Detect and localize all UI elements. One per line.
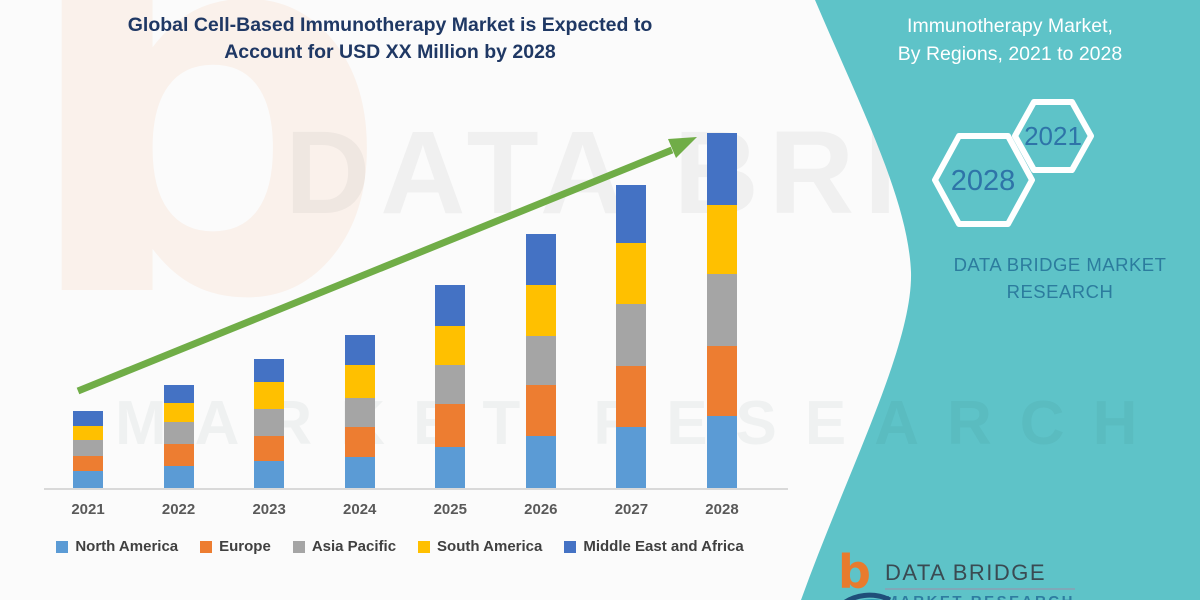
bar-segment-south-america xyxy=(254,382,285,409)
x-axis-label-2021: 2021 xyxy=(71,501,105,518)
bar-segment-europe xyxy=(706,346,737,416)
bar-segment-asia-pacific xyxy=(706,274,737,346)
bar-segment-europe xyxy=(73,456,103,471)
bar-segment-asia-pacific xyxy=(163,422,194,444)
legend-swatch-icon xyxy=(564,540,577,553)
legend-swatch-icon xyxy=(418,540,431,553)
legend-label: Asia Pacific xyxy=(311,538,397,555)
legend-item-middle-east-and-africa: Middle East and Africa xyxy=(564,538,744,555)
legend-label: Europe xyxy=(219,538,271,555)
bar-segment-europe xyxy=(525,385,556,436)
footer-logo-name: DATA BRIDGE xyxy=(884,560,1075,590)
panel-title-line2: By Regions, 2021 to 2028 xyxy=(897,43,1123,66)
bar-segment-north-america xyxy=(616,427,647,488)
hexagon-2028: 2028 xyxy=(932,133,1035,227)
chart-title-line1: Global Cell-Based Immunotherapy Market i… xyxy=(127,14,653,36)
legend-item-north-america: North America xyxy=(56,538,178,555)
stacked-bar-2025 xyxy=(435,285,466,488)
footer-logo-subtext: MARKET RESEARCH xyxy=(885,593,1075,600)
bar-segment-asia-pacific xyxy=(435,365,466,404)
bar-segment-europe xyxy=(616,366,647,427)
bar-segment-south-america xyxy=(435,326,466,365)
bar-segment-north-america xyxy=(163,466,194,488)
stacked-bar-2026 xyxy=(525,234,556,488)
bar-segment-middle-east-and-africa xyxy=(706,133,737,205)
bar-segment-middle-east-and-africa xyxy=(254,359,285,382)
x-axis-label-2025: 2025 xyxy=(433,501,467,518)
x-axis-label-2022: 2022 xyxy=(161,501,196,518)
footer-logo: b DATA BRIDGE MARKET RESEARCH xyxy=(838,549,1075,600)
bar-segment-middle-east-and-africa xyxy=(344,335,375,365)
panel-title-line1: Immunotherapy Market, xyxy=(907,15,1113,37)
hexagon-2021: 2021 xyxy=(1012,99,1094,173)
legend-item-europe: Europe xyxy=(200,538,271,555)
bar-segment-europe xyxy=(254,436,285,461)
stacked-bar-2023 xyxy=(254,359,285,488)
bar-segment-asia-pacific xyxy=(254,409,285,436)
bar-segment-south-america xyxy=(73,426,103,440)
bar-segment-europe xyxy=(163,444,194,466)
legend-item-south-america: South America xyxy=(418,538,542,555)
bar-segment-middle-east-and-africa xyxy=(525,234,556,285)
footer-logo-mark: b xyxy=(838,549,892,600)
legend-label: Middle East and Africa xyxy=(583,538,744,555)
bar-segment-south-america xyxy=(344,365,375,398)
x-axis-label-2024: 2024 xyxy=(343,501,377,518)
x-axis-label-2027: 2027 xyxy=(614,501,649,518)
year-hexagons: 2021 2028 xyxy=(932,99,1094,227)
legend-label: South America xyxy=(437,538,543,555)
panel-brand-line2: RESEARCH xyxy=(1006,280,1114,302)
bar-segment-south-america xyxy=(616,243,647,304)
chart-title: Global Cell-Based Immunotherapy Market i… xyxy=(30,12,750,67)
panel-brand-text: DATA BRIDGE MARKET RESEARCH xyxy=(925,252,1195,306)
bar-segment-north-america xyxy=(706,416,737,488)
x-axis-line xyxy=(44,488,788,490)
bar-segment-middle-east-and-africa xyxy=(73,411,103,426)
stacked-bar-2022 xyxy=(163,385,194,488)
legend-swatch-icon xyxy=(56,540,69,553)
stacked-bar-2027 xyxy=(616,185,647,488)
x-axis-label-2026: 2026 xyxy=(524,501,558,518)
x-axis-label-2023: 2023 xyxy=(252,501,286,518)
panel-brand-line1: DATA BRIDGE MARKET xyxy=(953,254,1167,275)
chart-legend: North America Europe Asia Pacific South Ame… xyxy=(0,538,800,555)
chart-title-line2: Account for USD XX Million by 2028 xyxy=(224,41,556,64)
bar-segment-asia-pacific xyxy=(73,440,103,456)
legend-label: North America xyxy=(75,538,179,555)
databridge-b-icon: b xyxy=(838,545,871,599)
legend-item-asia-pacific: Asia Pacific xyxy=(292,538,397,555)
bar-segment-north-america xyxy=(525,436,556,488)
panel-title: Immunotherapy Market, By Regions, 2021 t… xyxy=(830,12,1190,69)
bar-segment-middle-east-and-africa xyxy=(163,385,194,403)
logo-swoosh-icon xyxy=(843,592,892,600)
bar-segment-south-america xyxy=(163,403,194,422)
x-axis-label-2028: 2028 xyxy=(705,501,739,518)
bar-plot: 2021 2022 2023 2024 2025 2026 2027 2028 xyxy=(44,133,788,518)
stacked-bar-2021 xyxy=(73,411,103,488)
bar-segment-asia-pacific xyxy=(344,398,375,427)
legend-swatch-icon xyxy=(200,540,213,553)
bar-segment-north-america xyxy=(344,457,375,488)
hexagon-2028-label: 2028 xyxy=(951,165,1016,197)
bar-segment-asia-pacific xyxy=(525,336,556,385)
footer-logo-text: DATA BRIDGE MARKET RESEARCH xyxy=(884,560,1075,600)
stacked-bar-2024 xyxy=(344,335,375,488)
stacked-bar-2028 xyxy=(706,133,737,488)
bar-segment-middle-east-and-africa xyxy=(435,285,466,326)
bar-segment-middle-east-and-africa xyxy=(616,185,647,243)
bar-segment-north-america xyxy=(73,471,103,488)
legend-swatch-icon xyxy=(292,540,305,553)
bar-segment-north-america xyxy=(435,447,466,488)
bar-segment-north-america xyxy=(254,461,285,488)
hexagon-2021-label: 2021 xyxy=(1024,121,1082,151)
bar-segment-south-america xyxy=(525,285,556,336)
bar-segment-europe xyxy=(435,404,466,447)
bar-segment-europe xyxy=(344,427,375,457)
bar-segment-south-america xyxy=(706,205,737,274)
bar-segment-asia-pacific xyxy=(616,304,647,366)
